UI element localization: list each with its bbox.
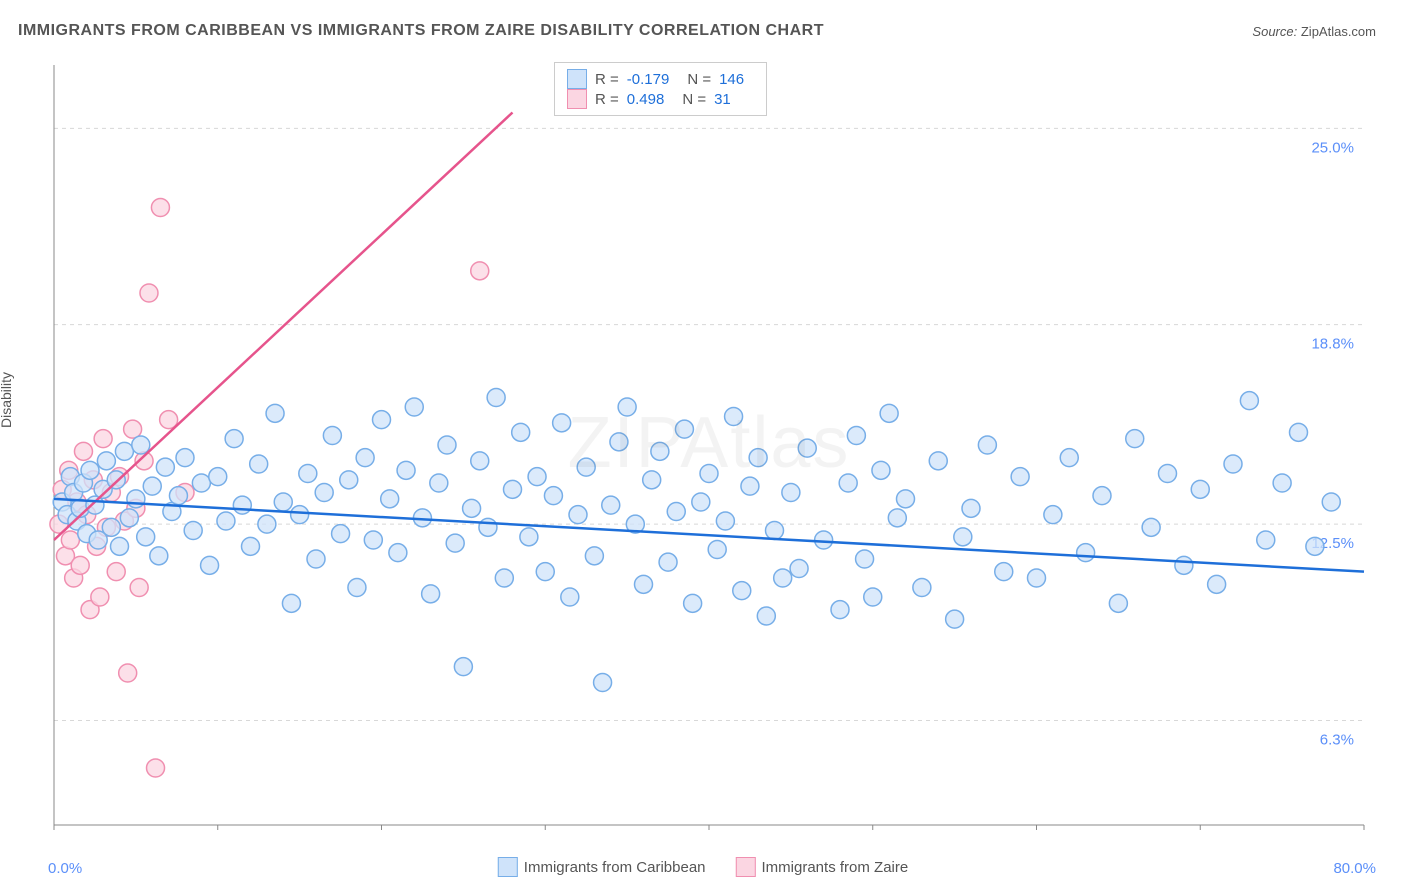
page-title: IMMIGRANTS FROM CARIBBEAN VS IMMIGRANTS … (18, 22, 824, 40)
x-axis-min-label: 0.0% (48, 860, 82, 877)
r-label: R = (595, 91, 619, 108)
n-label: N = (687, 71, 711, 88)
legend-item-zaire: Immigrants from Zaire (736, 857, 909, 877)
scatter-chart: 25.0%18.8%12.5%6.3% ZIPAtlas (44, 55, 1374, 830)
source-name: ZipAtlas.com (1301, 24, 1376, 39)
n-value-caribbean: 146 (719, 71, 744, 88)
source-label-text: Source: (1252, 24, 1300, 39)
stats-row-caribbean: R = -0.179 N = 146 (567, 69, 754, 89)
correlation-stats-box: R = -0.179 N = 146 R = 0.498 N = 31 (554, 62, 767, 116)
y-axis-label: Disability (0, 372, 14, 428)
stats-row-zaire: R = 0.498 N = 31 (567, 89, 754, 109)
n-value-zaire: 31 (714, 91, 731, 108)
legend-label-zaire: Immigrants from Zaire (762, 859, 909, 876)
svg-text:6.3%: 6.3% (1320, 732, 1354, 749)
bottom-legend: Immigrants from Caribbean Immigrants fro… (498, 857, 908, 877)
r-value-zaire: 0.498 (627, 91, 665, 108)
n-label: N = (682, 91, 706, 108)
chart-svg: 25.0%18.8%12.5%6.3% (44, 55, 1374, 830)
legend-item-caribbean: Immigrants from Caribbean (498, 857, 706, 877)
svg-text:18.8%: 18.8% (1311, 336, 1354, 353)
r-label: R = (595, 71, 619, 88)
legend-swatch-caribbean (498, 857, 518, 877)
legend-label-caribbean: Immigrants from Caribbean (524, 859, 706, 876)
x-axis-max-label: 80.0% (1333, 860, 1376, 877)
source-attribution: Source: ZipAtlas.com (1252, 24, 1376, 39)
svg-text:25.0%: 25.0% (1311, 139, 1354, 156)
legend-swatch-caribbean (567, 69, 587, 89)
r-value-caribbean: -0.179 (627, 71, 670, 88)
legend-swatch-zaire (567, 89, 587, 109)
legend-swatch-zaire (736, 857, 756, 877)
